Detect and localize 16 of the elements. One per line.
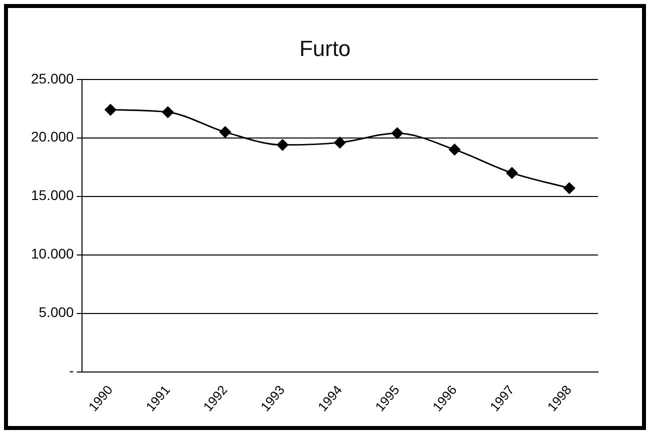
point [392,127,404,139]
point [334,136,346,148]
point [448,144,460,156]
y-tick-label: 15.000 [30,187,74,204]
y-tick-label: 25.000 [30,70,74,86]
chart-title: Furto [298,36,352,62]
y-tick-label: 20.000 [30,128,74,145]
point [104,104,116,116]
y-tick-label: 10.000 [30,246,74,262]
point [564,182,576,194]
point [162,106,174,118]
point [506,167,518,179]
y-tick-label: - [69,362,74,379]
point [276,139,288,151]
y-tick-label: 5.000 [38,304,74,320]
point [219,126,231,138]
